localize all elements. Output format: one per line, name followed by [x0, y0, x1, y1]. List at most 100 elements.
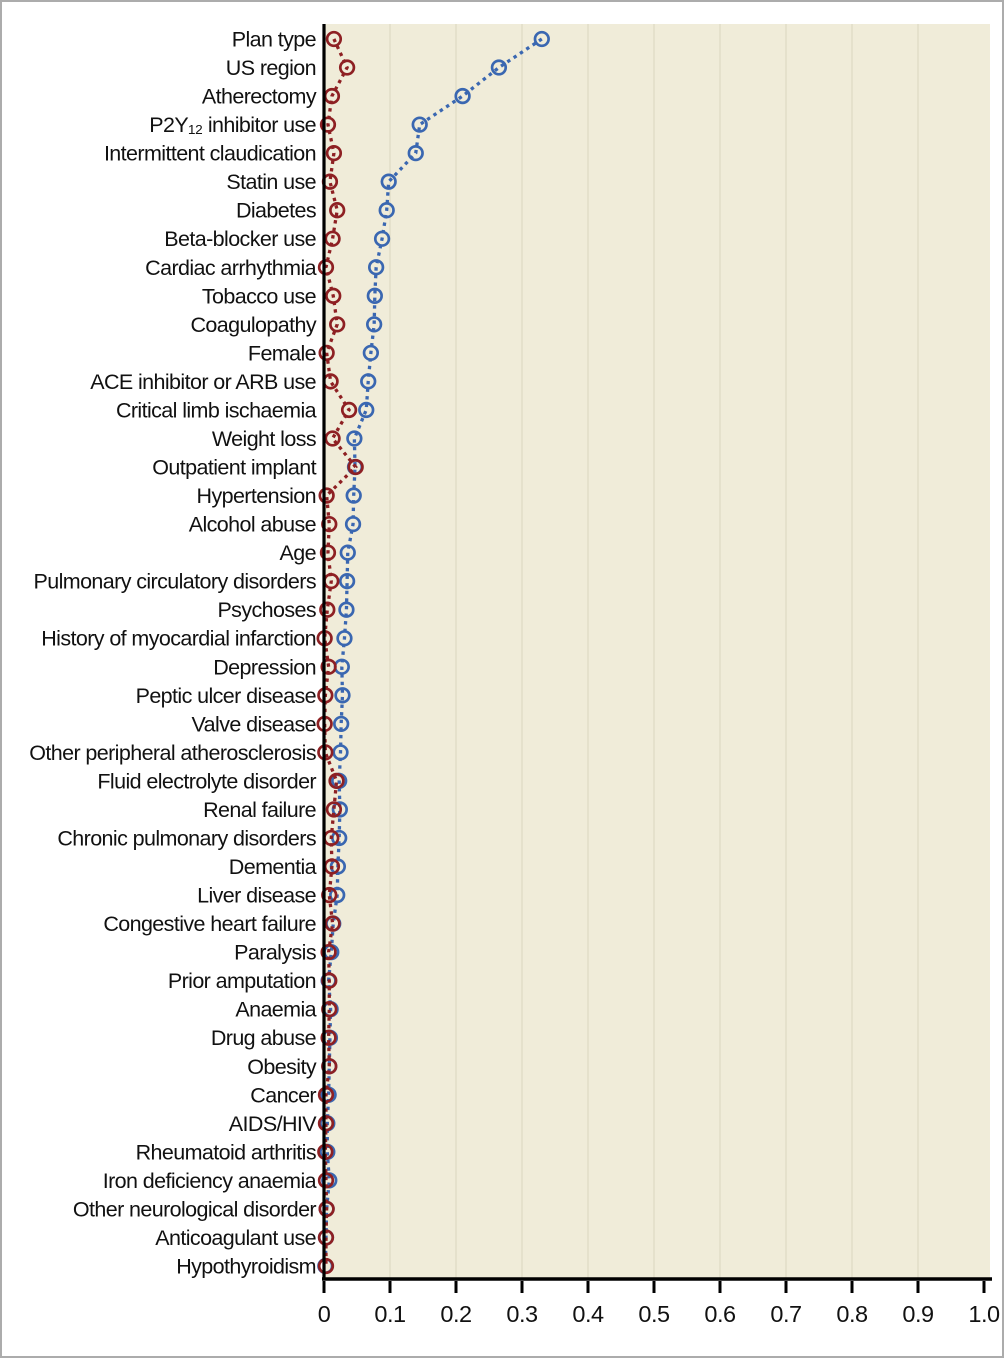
category-label-valve-disease: Valve disease	[192, 712, 316, 736]
series-red-point-p2y-inhibitor-use	[319, 116, 337, 133]
series-red-line	[322, 38, 358, 1267]
category-label-weight-loss: Weight loss	[212, 427, 316, 451]
category-label-chronic-pulmonary-disorders: Chronic pulmonary disorders	[57, 826, 316, 850]
series-blue-point-age	[339, 544, 356, 561]
category-label-statin-use: Statin use	[226, 170, 316, 194]
category-label-pulmonary-circulatory-disorders: Pulmonary circulatory disorders	[33, 570, 316, 594]
series-red-point-age	[319, 544, 337, 561]
category-label-cardiac-arrhythmia: Cardiac arrhythmia	[145, 256, 316, 280]
category-label-anaemia: Anaemia	[235, 998, 316, 1022]
category-label-diabetes: Diabetes	[236, 199, 316, 223]
category-label-rheumatoid-arthritis: Rheumatoid arthritis	[136, 1140, 316, 1164]
category-label-hypothyroidism: Hypothyroidism	[176, 1255, 316, 1279]
series-red-point-congestive-heart-failure	[324, 915, 341, 932]
series-blue-point-us-region	[490, 59, 508, 76]
series-red-point-other-neurological-disorder	[318, 1200, 335, 1218]
category-label-congestive-heart-failure: Congestive heart failure	[103, 912, 316, 936]
series-blue-point-alcohol-abuse	[344, 515, 362, 533]
series-red-point-aids-hiv	[317, 1115, 335, 1132]
series-red-point-tobacco-use	[325, 287, 342, 304]
series-red-point-beta-blocker-use	[324, 230, 341, 247]
x-tick-label-0.4: 0.4	[572, 1301, 604, 1327]
series-blue-point-ace-inhibitor-or-arb-use	[360, 373, 377, 390]
series-blue-line	[323, 37, 543, 1267]
series-blue-point-history-of-myocardial-infarction	[336, 630, 353, 647]
category-label-p2y-inhibitor-use: P2Y₁₂ inhibitor use	[149, 113, 316, 137]
category-label-other-neurological-disorder: Other neurological disorder	[73, 1197, 317, 1221]
series-red-point-intermittent-claudication	[325, 144, 343, 162]
series-blue-point-weight-loss	[346, 430, 363, 447]
series-red-point-paralysis	[320, 943, 337, 961]
series-blue-point-other-peripheral-atherosclerosis	[332, 744, 349, 761]
x-tick-label-0.7: 0.7	[770, 1301, 801, 1327]
series-blue-point-p2y-inhibitor-use	[411, 116, 428, 133]
series-blue-point-female	[362, 344, 380, 362]
x-tick-label-0.5: 0.5	[638, 1301, 670, 1327]
series-red-point-outpatient-implant	[347, 458, 364, 476]
series-red-point-drug-abuse	[320, 1029, 337, 1046]
x-tick-label-0.8: 0.8	[836, 1301, 868, 1327]
category-label-iron-deficiency-anaemia: Iron deficiency anaemia	[103, 1169, 317, 1193]
x-tick-label-0.9: 0.9	[902, 1301, 933, 1327]
series-red-point-hypertension	[318, 487, 335, 504]
series-blue-point-renal-failure	[331, 801, 348, 818]
category-label-paralysis: Paralysis	[234, 941, 316, 965]
x-tick-label-1.0: 1.0	[968, 1301, 1000, 1327]
category-label-hypertension: Hypertension	[197, 484, 316, 508]
series-blue-point-hypertension	[345, 487, 362, 504]
category-label-fluid-electrolyte-disorder: Fluid electrolyte disorder	[97, 769, 316, 793]
series-red-point-us-region	[338, 59, 356, 76]
series-blue-point-diabetes	[378, 202, 395, 219]
category-label-us-region: US region	[226, 56, 316, 80]
category-label-female: Female	[248, 341, 316, 365]
x-tick-label-0.1: 0.1	[374, 1301, 405, 1327]
series-blue-point-valve-disease	[333, 715, 350, 732]
category-label-peptic-ulcer-disease: Peptic ulcer disease	[136, 684, 316, 708]
category-label-plan-type: Plan type	[232, 28, 316, 52]
series-red-point-female	[318, 344, 335, 362]
series-red-point-plan-type	[325, 30, 343, 48]
series-blue-point-cardiac-arrhythmia	[367, 259, 385, 276]
category-label-coagulopathy: Coagulopathy	[191, 313, 317, 337]
category-label-anticoagulant-use: Anticoagulant use	[155, 1226, 316, 1250]
category-label-aids-hiv: AIDS/HIV	[229, 1112, 317, 1136]
category-label-alcohol-abuse: Alcohol abuse	[189, 513, 316, 537]
series-blue-point-critical-limb-ischaemia	[358, 401, 375, 419]
category-label-other-peripheral-atherosclerosis: Other peripheral atherosclerosis	[29, 741, 316, 765]
category-label-beta-blocker-use: Beta-blocker use	[164, 227, 316, 251]
category-label-drug-abuse: Drug abuse	[211, 1026, 316, 1050]
category-label-atherectomy: Atherectomy	[202, 85, 317, 109]
series-blue-point-pulmonary-circulatory-disorders	[338, 573, 356, 590]
series-blue-point-plan-type	[533, 30, 550, 48]
category-label-psychoses: Psychoses	[217, 598, 316, 622]
x-tick-label-0.3: 0.3	[506, 1301, 538, 1327]
series-blue-point-psychoses	[338, 601, 355, 618]
series-red-point-fluid-electrolyte-disorder	[328, 772, 345, 790]
series-red-point-iron-deficiency-anaemia	[317, 1172, 335, 1189]
category-label-intermittent-claudication: Intermittent claudication	[104, 142, 316, 166]
category-label-tobacco-use: Tobacco use	[202, 284, 316, 308]
category-label-critical-limb-ischaemia: Critical limb ischaemia	[116, 398, 317, 422]
category-label-ace-inhibitor-or-arb-use: ACE inhibitor or ARB use	[90, 370, 316, 394]
series-blue-point-beta-blocker-use	[373, 230, 391, 247]
series-blue-point-atherectomy	[454, 87, 471, 105]
series-blue-point-statin-use	[380, 173, 397, 190]
x-tick-label-0: 0	[318, 1301, 331, 1327]
series-red-point-renal-failure	[325, 801, 343, 818]
category-label-age: Age	[280, 541, 316, 565]
series-red-point-anticoagulant-use	[317, 1229, 335, 1246]
series-red-point-weight-loss	[324, 430, 341, 447]
series-red-point-diabetes	[329, 202, 346, 219]
series-red-point-depression	[320, 658, 337, 675]
category-label-renal-failure: Renal failure	[203, 798, 316, 822]
series-red-point-coagulopathy	[329, 316, 346, 333]
category-label-liver-disease: Liver disease	[197, 884, 316, 908]
x-tick-label-0.6: 0.6	[704, 1301, 736, 1327]
plot-area	[324, 24, 990, 1278]
category-label-cancer: Cancer	[250, 1083, 316, 1107]
series-blue-point-tobacco-use	[366, 287, 383, 304]
series-red-point-cancer	[317, 1086, 335, 1103]
